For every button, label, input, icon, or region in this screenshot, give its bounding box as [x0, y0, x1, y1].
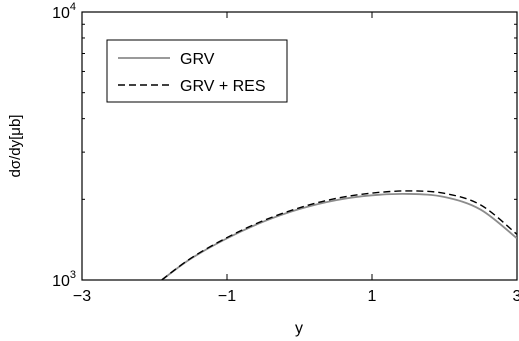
y-axis-label: dσ/dy[μb] — [7, 115, 24, 178]
x-tick-label: −1 — [218, 288, 236, 305]
y-axis-ticks: 103 104 — [52, 1, 517, 290]
y-tick-label: 104 — [52, 1, 76, 22]
x-axis-ticks: −3 −1 1 3 — [73, 12, 519, 305]
legend-label-1: GRV — [180, 51, 215, 68]
x-tick-label: −3 — [73, 288, 91, 305]
x-tick-label: 3 — [513, 288, 519, 305]
x-tick-label: 1 — [368, 288, 377, 305]
series-line-1 — [161, 192, 517, 280]
y-tick-label: 103 — [52, 269, 76, 290]
legend: GRV GRV + RES — [106, 39, 288, 103]
x-axis-label: y — [295, 320, 303, 337]
legend-label-2: GRV + RES — [180, 78, 266, 95]
series-lines — [161, 190, 517, 280]
series-line-2 — [161, 190, 517, 280]
legend-box — [106, 39, 288, 103]
